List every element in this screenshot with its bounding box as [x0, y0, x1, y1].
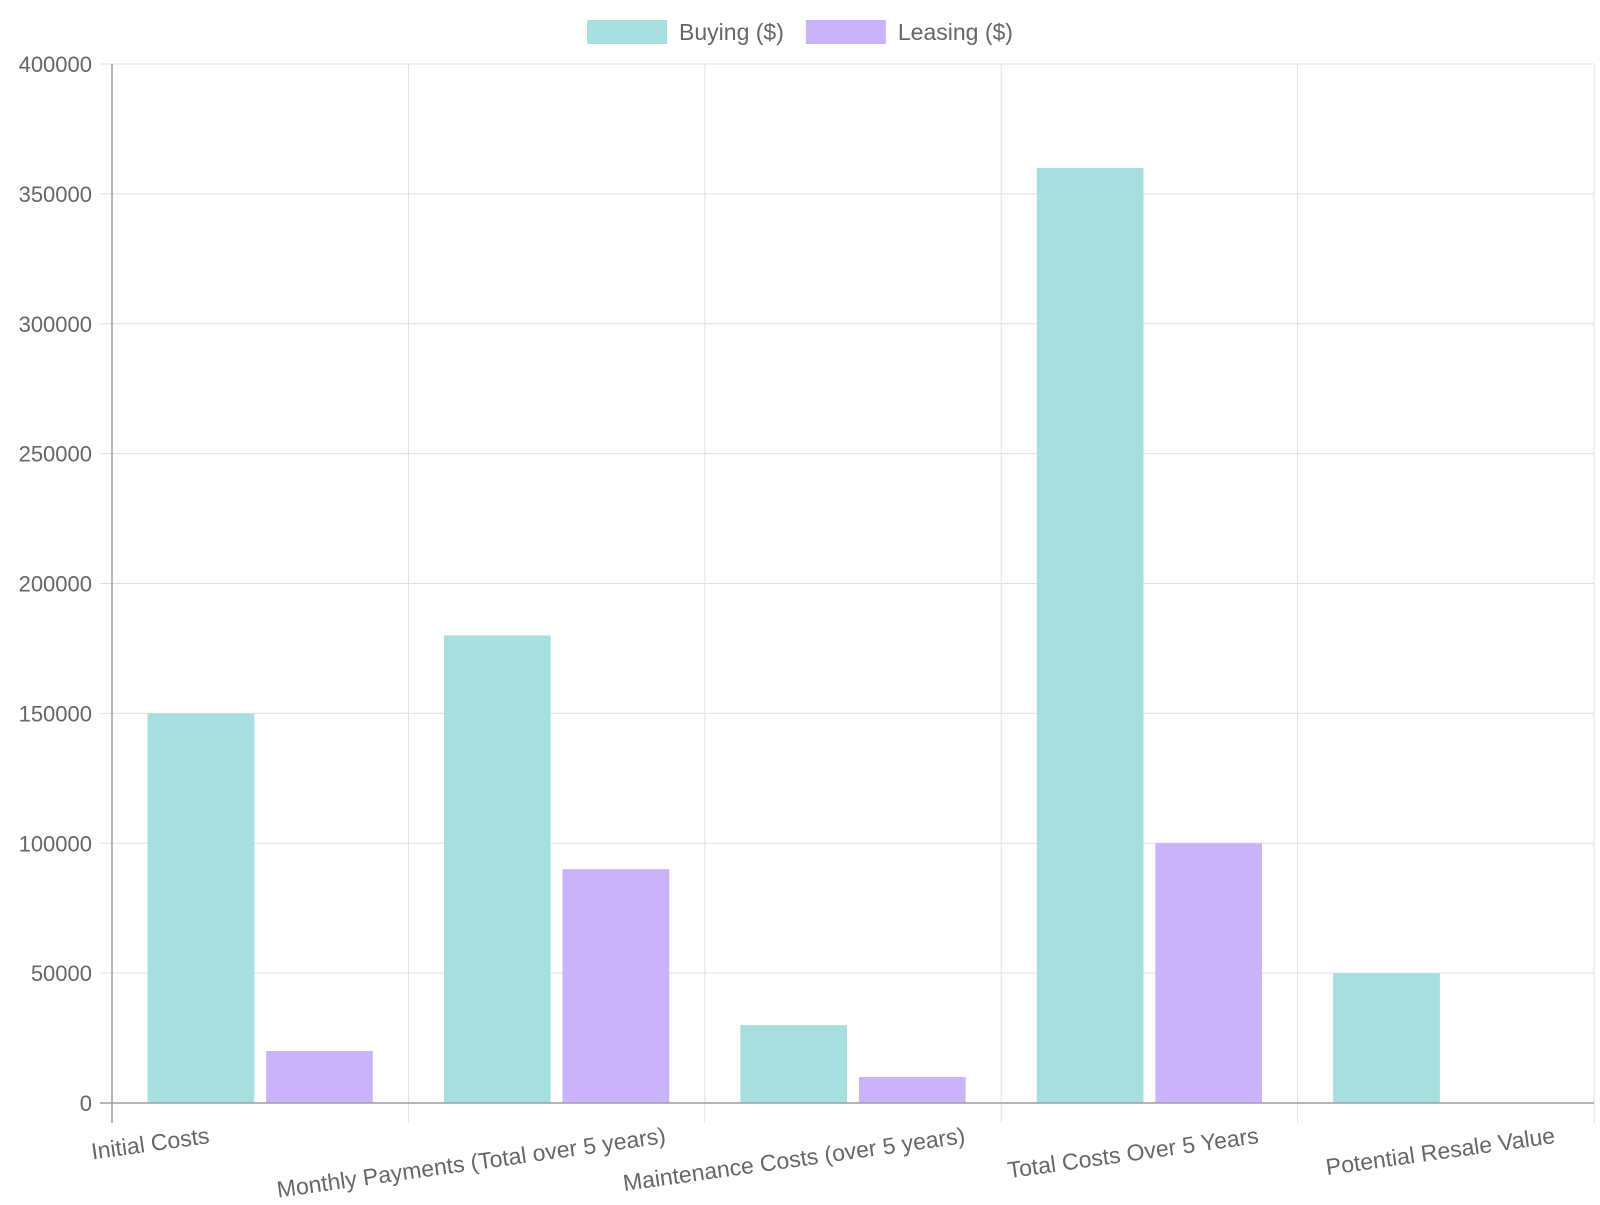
bar-leasing-2[interactable] [858, 1077, 966, 1103]
x-category-label: Potential Resale Value [1324, 1122, 1556, 1180]
bar-leasing-0[interactable] [266, 1051, 373, 1103]
y-tick-label: 150000 [19, 701, 92, 726]
y-tick-label: 350000 [19, 182, 92, 207]
grid-lines [100, 63, 1595, 1123]
legend-item-leasing[interactable]: Leasing ($) [805, 19, 1013, 45]
bar-buying-1[interactable] [443, 635, 551, 1103]
y-tick-label: 200000 [19, 572, 92, 597]
legend[interactable]: Buying ($) Leasing ($) [587, 19, 1013, 45]
bar-buying-3[interactable] [1036, 167, 1144, 1103]
y-tick-label: 400000 [19, 52, 92, 77]
legend-item-buying[interactable]: Buying ($) [587, 19, 784, 45]
x-category-label: Total Costs Over 5 Years [1006, 1122, 1260, 1183]
bar-leasing-3[interactable] [1155, 843, 1263, 1103]
y-tick-label: 0 [80, 1091, 92, 1116]
legend-swatch [805, 20, 886, 44]
x-category-label: Initial Costs [90, 1122, 211, 1164]
y-tick-label: 250000 [19, 442, 92, 467]
y-tick-label: 300000 [19, 312, 92, 337]
y-tick-label: 50000 [31, 961, 92, 986]
bar-buying-0[interactable] [147, 713, 255, 1103]
bars [147, 167, 1440, 1103]
axes [100, 64, 1594, 1123]
y-tick-label: 100000 [19, 831, 92, 856]
legend-label: Buying ($) [679, 19, 784, 45]
bar-leasing-1[interactable] [562, 869, 670, 1103]
bar-buying-2[interactable] [740, 1025, 848, 1103]
bar-buying-4[interactable] [1333, 973, 1440, 1103]
y-axis-ticks: 0 50000 100000 150000 200000 250000 300000 3500… [19, 52, 92, 1116]
x-category-label: Maintenance Costs (over 5 years) [621, 1122, 966, 1196]
legend-label: Leasing ($) [898, 19, 1013, 45]
legend-swatch [587, 20, 668, 44]
x-category-label: Monthly Payments (Total over 5 years) [275, 1122, 667, 1200]
x-axis-labels: Initial Costs Monthly Payments (Total ove… [90, 1122, 1557, 1202]
